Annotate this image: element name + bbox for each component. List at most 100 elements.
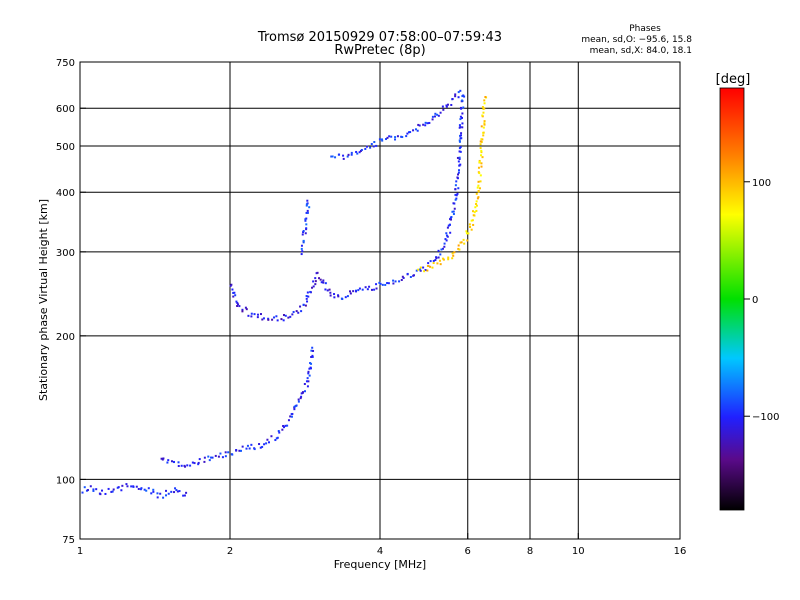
data-point	[482, 126, 485, 129]
data-point	[461, 112, 464, 115]
y-tick-label: 300	[56, 248, 75, 259]
x-tick-label: 4	[377, 546, 383, 557]
data-point	[481, 156, 484, 159]
data-point	[424, 124, 427, 127]
data-point	[378, 281, 381, 284]
data-point	[170, 490, 173, 493]
data-point	[431, 115, 434, 118]
data-point	[287, 419, 290, 422]
data-point	[301, 250, 304, 253]
data-point	[280, 318, 283, 321]
data-point	[452, 210, 455, 213]
data-point	[417, 268, 420, 271]
data-point	[467, 232, 470, 235]
data-point	[460, 107, 463, 110]
data-point	[386, 136, 389, 139]
data-point	[454, 95, 457, 98]
data-point	[459, 115, 462, 118]
data-point	[365, 145, 368, 148]
data-point	[454, 188, 457, 191]
data-point	[150, 492, 153, 495]
data-point	[360, 148, 363, 151]
data-point	[450, 218, 453, 221]
data-point	[152, 488, 155, 491]
data-point	[342, 157, 345, 160]
data-point	[167, 492, 170, 495]
data-point	[231, 288, 234, 291]
data-point	[445, 105, 448, 108]
data-point	[350, 153, 353, 156]
x-tick-label: 6	[465, 546, 471, 557]
data-point	[174, 487, 177, 490]
phases-x-stats: mean, sd,X: 84.0, 18.1	[590, 46, 692, 56]
data-point	[308, 367, 311, 370]
data-point	[484, 96, 487, 99]
data-point	[392, 279, 395, 282]
data-point	[258, 443, 261, 446]
data-point	[99, 493, 102, 496]
data-point	[449, 231, 452, 234]
data-point	[454, 184, 457, 187]
data-point	[143, 488, 146, 491]
data-point	[210, 456, 213, 459]
data-point	[286, 424, 289, 427]
data-point	[445, 239, 448, 242]
data-point	[85, 489, 88, 492]
data-point	[253, 313, 256, 316]
data-point	[320, 281, 323, 284]
plot-area: 1 2 4 6 8 10 16 75 100 200 300 400 500 600 750	[56, 58, 686, 557]
data-point	[281, 428, 284, 431]
data-point	[478, 159, 481, 162]
data-point	[452, 213, 455, 216]
data-point	[302, 229, 305, 232]
data-point	[480, 162, 483, 165]
data-point	[289, 415, 292, 418]
colorbar-ticks: 100 0 −100	[744, 178, 779, 423]
data-point	[161, 458, 164, 461]
trace	[330, 89, 462, 160]
data-point	[295, 404, 298, 407]
data-point	[224, 455, 227, 458]
data-point	[301, 391, 304, 394]
data-point	[454, 193, 457, 196]
data-point	[307, 295, 310, 298]
data-point	[356, 152, 359, 155]
data-point	[191, 461, 194, 464]
data-point	[460, 116, 463, 119]
data-point	[307, 372, 310, 375]
data-point	[295, 310, 298, 313]
data-point	[454, 198, 457, 201]
data-point	[473, 211, 476, 214]
data-point	[440, 248, 443, 251]
data-point	[311, 355, 314, 358]
data-point	[197, 463, 200, 466]
data-point	[417, 123, 420, 126]
data-point	[459, 146, 462, 149]
data-point	[227, 451, 230, 454]
data-point	[465, 230, 468, 233]
data-point	[453, 207, 456, 210]
data-point	[275, 315, 278, 318]
data-point	[312, 349, 315, 352]
data-point	[433, 115, 436, 118]
data-point	[256, 316, 259, 319]
data-point	[311, 354, 314, 357]
data-point	[480, 165, 483, 168]
data-point	[306, 377, 309, 380]
data-point	[378, 138, 381, 141]
data-point	[299, 305, 302, 308]
data-point	[437, 249, 440, 252]
data-point	[250, 312, 253, 315]
data-point	[247, 314, 250, 317]
data-point	[224, 451, 227, 454]
data-point	[307, 380, 310, 383]
data-point	[283, 426, 286, 429]
data-point	[474, 206, 477, 209]
data-point	[184, 465, 187, 468]
data-point	[305, 203, 308, 206]
data-point	[309, 367, 312, 370]
data-point	[477, 184, 480, 187]
data-point	[463, 95, 466, 98]
data-point	[305, 295, 308, 298]
data-point	[458, 164, 461, 167]
